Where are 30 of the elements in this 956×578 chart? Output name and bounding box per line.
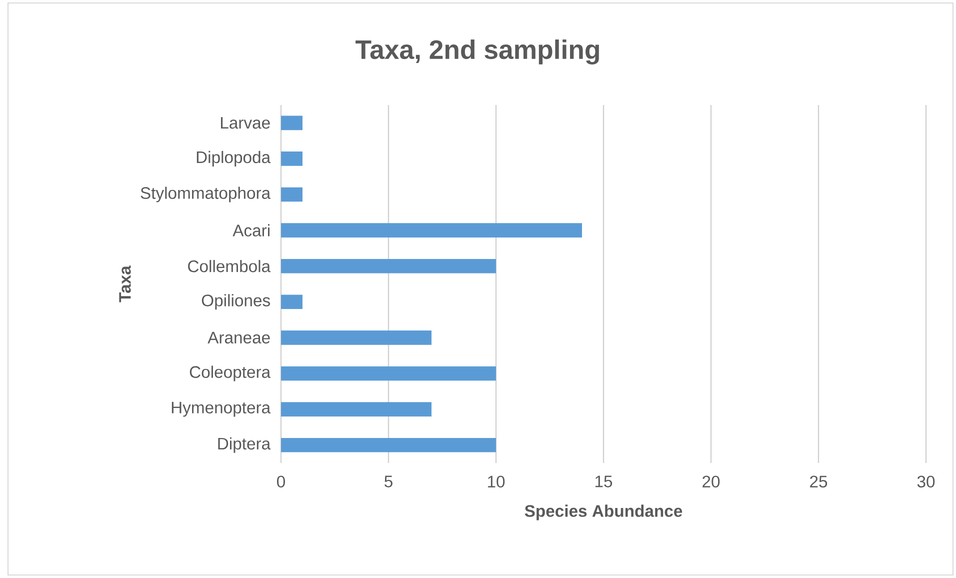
x-tick-label: 5 (384, 476, 392, 488)
y-axis-title: Taxa (119, 266, 131, 302)
y-tick-label: Collembola (188, 260, 271, 272)
y-tick-label: Hymenoptera (172, 402, 271, 417)
bar (281, 402, 432, 416)
y-tick-label: Coleoptera (190, 366, 271, 382)
bar (281, 116, 302, 130)
bar (281, 152, 302, 166)
y-tick-label: Diplopoda (196, 150, 271, 166)
y-tick-label: Stylommatophora (140, 186, 271, 202)
x-axis-title: Species Abundance (524, 504, 682, 520)
bar (281, 294, 302, 310)
x-tick-label: 10 (488, 476, 505, 488)
y-tick-label: Larvae (221, 117, 270, 129)
bar (281, 330, 432, 345)
bar (281, 366, 496, 381)
x-tick-label: 15 (596, 476, 612, 488)
bar (281, 258, 496, 274)
y-tick-label: Diptera (218, 437, 271, 453)
x-tick-label: 25 (810, 476, 828, 488)
bar (281, 438, 496, 452)
x-tick-label: 20 (702, 476, 720, 488)
bar (281, 187, 302, 202)
chart-title: Taxa, 2nd sampling (356, 40, 599, 64)
y-tick-label: Acari (232, 224, 270, 236)
x-tick-label: 0 (277, 476, 285, 488)
y-tick-label: Opiliones (202, 294, 270, 310)
bar (281, 223, 582, 238)
x-tick-label: 30 (917, 476, 935, 488)
y-tick-label: Araneae (208, 332, 270, 344)
